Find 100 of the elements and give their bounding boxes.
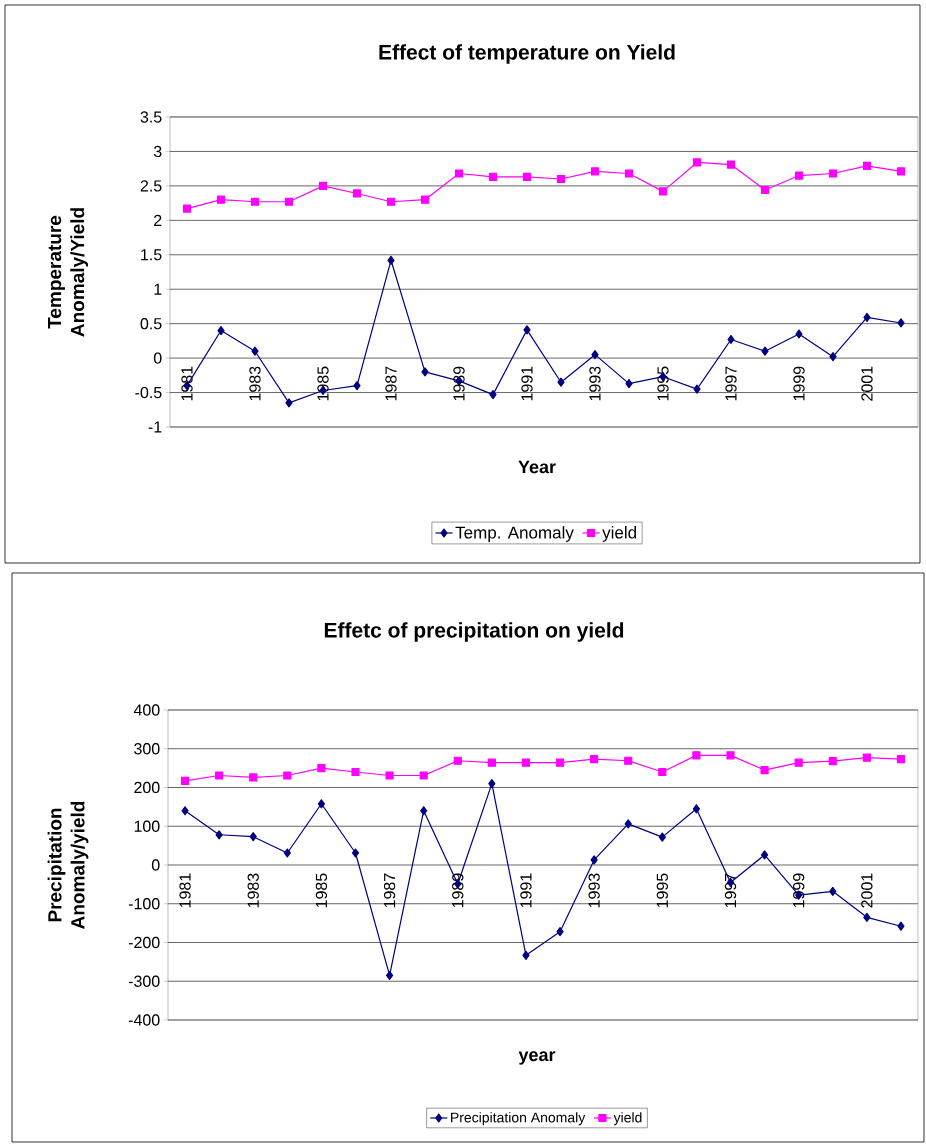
point: [318, 181, 328, 190]
point: [897, 921, 905, 931]
y-tick-label: -100: [128, 898, 160, 910]
x-tick-label: 1987: [383, 873, 396, 908]
point: [317, 799, 326, 809]
x-tick-label: 1991: [520, 873, 532, 908]
point: [829, 352, 837, 362]
chart-title: Effect of temperature on Yield: [379, 44, 675, 64]
y-tick-label: 100: [134, 820, 160, 832]
x-axis-title: Year: [518, 460, 556, 474]
y-tick-label: -300: [128, 975, 160, 987]
point: [249, 773, 258, 782]
y-axis-title: Temperature Anomaly/Yield: [48, 208, 88, 337]
point: [522, 950, 530, 960]
point: [182, 204, 192, 213]
point: [829, 886, 837, 896]
point: [794, 171, 804, 180]
point: [658, 187, 668, 196]
x-axis-title: year: [518, 1051, 556, 1065]
x-tick-label: 1999: [793, 366, 805, 401]
point: [454, 169, 464, 178]
point: [862, 753, 871, 762]
chart-title: Effetc of precipitation on yield: [324, 622, 624, 642]
point: [250, 197, 260, 206]
y-tick-label: 0.5: [140, 318, 162, 330]
y-tick-label: 400: [133, 704, 160, 716]
point: [795, 329, 803, 339]
point: [624, 819, 632, 829]
point: [862, 161, 872, 171]
point: [521, 758, 531, 767]
point: [215, 830, 223, 840]
point: [760, 850, 769, 860]
point: [828, 757, 837, 766]
point: [896, 755, 906, 764]
point: [387, 255, 395, 265]
point: [726, 160, 736, 169]
point: [658, 767, 667, 777]
y-tick-label: 0: [151, 859, 160, 871]
point: [727, 334, 735, 345]
legend-label: Temp. Anomaly: [455, 526, 574, 542]
y-tick-label: 2.5: [140, 180, 162, 192]
point: [284, 197, 294, 206]
point: [181, 806, 189, 816]
point: [419, 771, 428, 780]
point: [863, 312, 871, 323]
x-tick-label: 2001: [861, 873, 873, 908]
y-tick-label: 3: [153, 145, 162, 158]
point: [216, 195, 226, 204]
x-tick-label: 1983: [247, 873, 259, 908]
x-tick-label: 1983: [249, 366, 261, 401]
point: [353, 381, 361, 391]
x-tick-label: 1993: [589, 366, 601, 401]
point: [523, 325, 531, 335]
point: [351, 767, 360, 777]
y-tick-label: 2: [154, 214, 162, 226]
x-tick-label: 1987: [385, 366, 397, 401]
point: [897, 318, 905, 328]
point: [692, 751, 701, 760]
point: [489, 390, 497, 400]
point: [522, 172, 532, 182]
x-tick-label: 1985: [315, 873, 328, 908]
point: [420, 806, 428, 816]
point: [488, 172, 498, 182]
point: [760, 185, 770, 195]
point: [217, 325, 225, 336]
point: [556, 927, 564, 937]
point: [692, 804, 701, 814]
point: [251, 346, 259, 356]
point: [420, 195, 430, 204]
point: [557, 377, 565, 387]
point: [421, 367, 429, 377]
y-tick-label: 300: [134, 743, 160, 755]
point: [317, 764, 326, 773]
y-tick-label: -0.5: [135, 386, 162, 399]
point: [351, 848, 360, 858]
y-tick-label: 1: [154, 283, 162, 295]
point: [658, 832, 666, 842]
y-axis-title: Precipitation Anomaly/yield: [47, 801, 89, 929]
point: [624, 756, 633, 765]
point: [453, 756, 462, 765]
point: [283, 848, 291, 858]
point: [693, 384, 701, 394]
point: [215, 771, 224, 780]
point: [761, 346, 769, 356]
x-tick-label: 1991: [521, 366, 533, 401]
point: [555, 758, 565, 767]
y-tick-label: 1.5: [141, 249, 162, 261]
point: [726, 751, 735, 760]
point: [760, 765, 769, 775]
y-tick-label: 200: [134, 781, 160, 794]
point: [285, 398, 293, 408]
x-tick-label: 1993: [588, 873, 600, 908]
legend-label: Precipitation Anomaly: [451, 1112, 586, 1126]
point: [590, 167, 600, 176]
y-tick-label: -200: [128, 936, 160, 949]
point: [590, 855, 598, 865]
x-tick-label: 1997: [725, 366, 737, 401]
x-tick-label: 2001: [861, 366, 873, 401]
x-tick-label: 1995: [656, 873, 668, 908]
point: [794, 758, 803, 767]
